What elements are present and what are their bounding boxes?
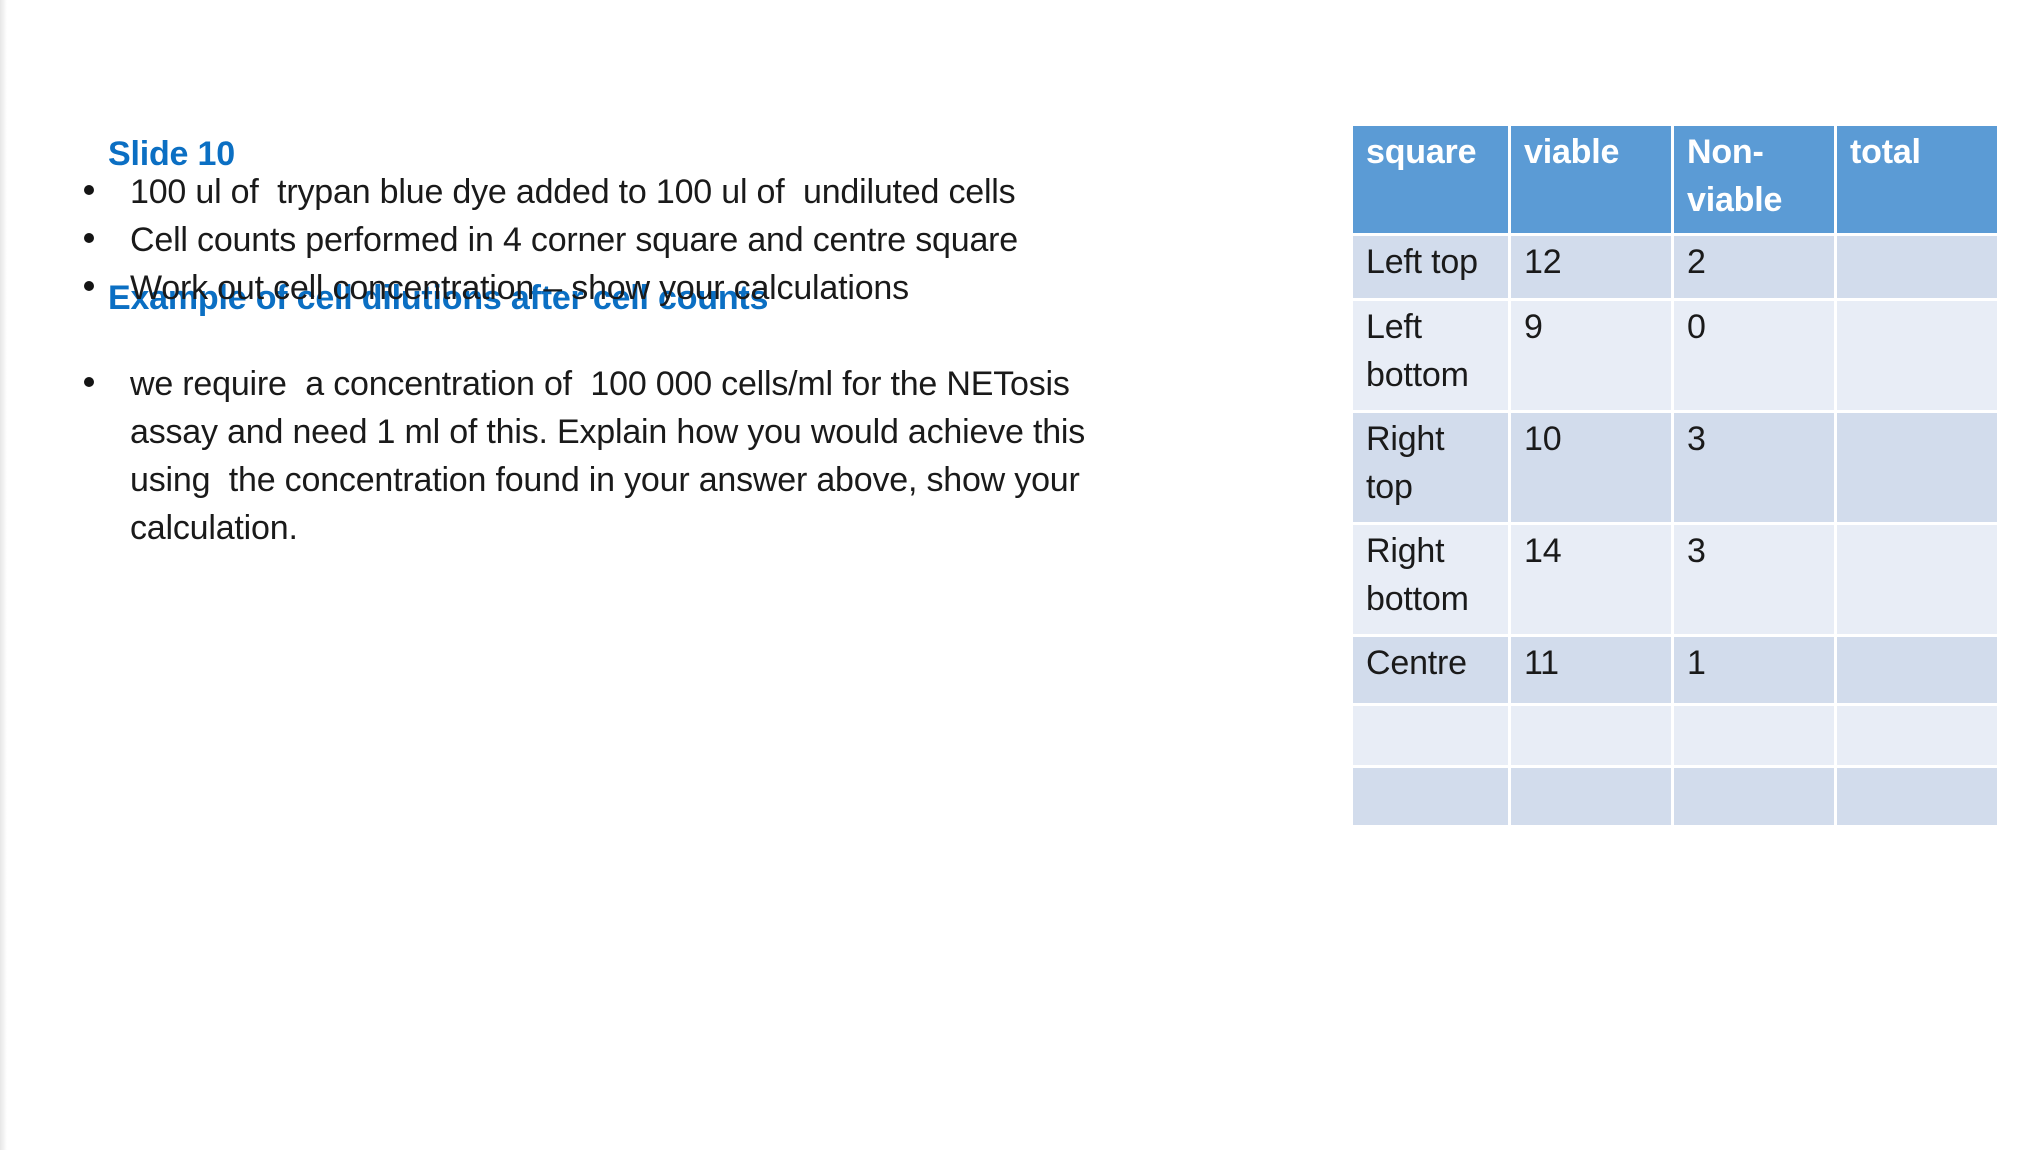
table-cell: 11 [1511,637,1671,703]
bullet-text-line: assay and need 1 ml of this. Explain how… [130,413,1086,451]
table-row [1353,768,1997,825]
table-cell [1837,706,1997,765]
bullet-dot-icon [84,233,94,243]
table-cell: 2 [1674,236,1834,298]
table-cell: Right bottom [1353,525,1508,634]
table-header-cell: viable [1511,126,1671,233]
table-cell: Right top [1353,413,1508,522]
bullet-list: 100 ul of trypan blue dye added to 100 u… [84,168,1244,552]
bullet-text-line: we require a concentration of 100 000 ce… [130,365,1070,403]
table-cell [1837,413,1997,522]
slide-left-edge [0,0,7,1150]
bullet-item: we require a concentration of 100 000 ce… [84,360,1244,552]
bullet-text-line: Work out cell concentration – show your … [130,269,909,307]
table-row: Centre 11 1 [1353,637,1997,703]
bullet-dot-icon [84,377,94,387]
bullet-item: 100 ul of trypan blue dye added to 100 u… [84,168,1244,216]
bullet-item: Work out cell concentration – show your … [84,264,1244,312]
table-cell: 1 [1674,637,1834,703]
table-cell [1353,768,1508,825]
table-cell [1837,301,1997,410]
table-row [1353,706,1997,765]
table-cell [1511,706,1671,765]
table-cell: Centre [1353,637,1508,703]
table-header-cell: Non-viable [1674,126,1834,233]
table-body: Left top 12 2 Left bottom 9 0 Right top 10 3 Righ… [1353,236,1997,825]
bullet-text: Work out cell concentration – show your … [130,264,1244,312]
table-row: Left top 12 2 [1353,236,1997,298]
bullet-text: 100 ul of trypan blue dye added to 100 u… [130,168,1244,216]
bullet-text: we require a concentration of 100 000 ce… [130,360,1244,552]
table-cell [1674,706,1834,765]
table-cell: 10 [1511,413,1671,522]
table-header-cell: total [1837,126,1997,233]
table-header-row: square viable Non-viable total [1353,126,1997,233]
table-header-cell: square [1353,126,1508,233]
table-cell: Left bottom [1353,301,1508,410]
table-cell: Left top [1353,236,1508,298]
bullet-item: Cell counts performed in 4 corner square… [84,216,1244,264]
table-cell: 3 [1674,525,1834,634]
cell-count-table-wrap: square viable Non-viable total Left top 12 2 L… [1350,123,2000,828]
bullet-text-line: Cell counts performed in 4 corner square… [130,221,1019,259]
table-cell [1837,637,1997,703]
table-cell: 0 [1674,301,1834,410]
table-cell: 12 [1511,236,1671,298]
table-cell [1674,768,1834,825]
table-row: Right top 10 3 [1353,413,1997,522]
table-row: Left bottom 9 0 [1353,301,1997,410]
bullet-text-line: 100 ul of trypan blue dye added to 100 u… [130,173,1016,211]
bullet-text: Cell counts performed in 4 corner square… [130,216,1244,264]
table-cell: 14 [1511,525,1671,634]
table-cell [1837,525,1997,634]
bullet-text-line: using the concentration found in your an… [130,461,1080,499]
table-cell [1837,236,1997,298]
cell-count-table: square viable Non-viable total Left top 12 2 L… [1350,123,2000,828]
bullet-text-line: calculation. [130,509,298,547]
table-row: Right bottom 14 3 [1353,525,1997,634]
table-cell [1511,768,1671,825]
table-cell [1837,768,1997,825]
table-cell [1353,706,1508,765]
bullet-dot-icon [84,185,94,195]
slide-title: Slide 10 Example of cell dilutions after… [108,34,768,370]
table-cell: 3 [1674,413,1834,522]
slide-title-line-1: Slide 10 [108,135,235,173]
bullet-dot-icon [84,281,94,291]
table-cell: 9 [1511,301,1671,410]
slide-title-line-2: Example of cell dilutions after cell cou… [108,279,769,317]
